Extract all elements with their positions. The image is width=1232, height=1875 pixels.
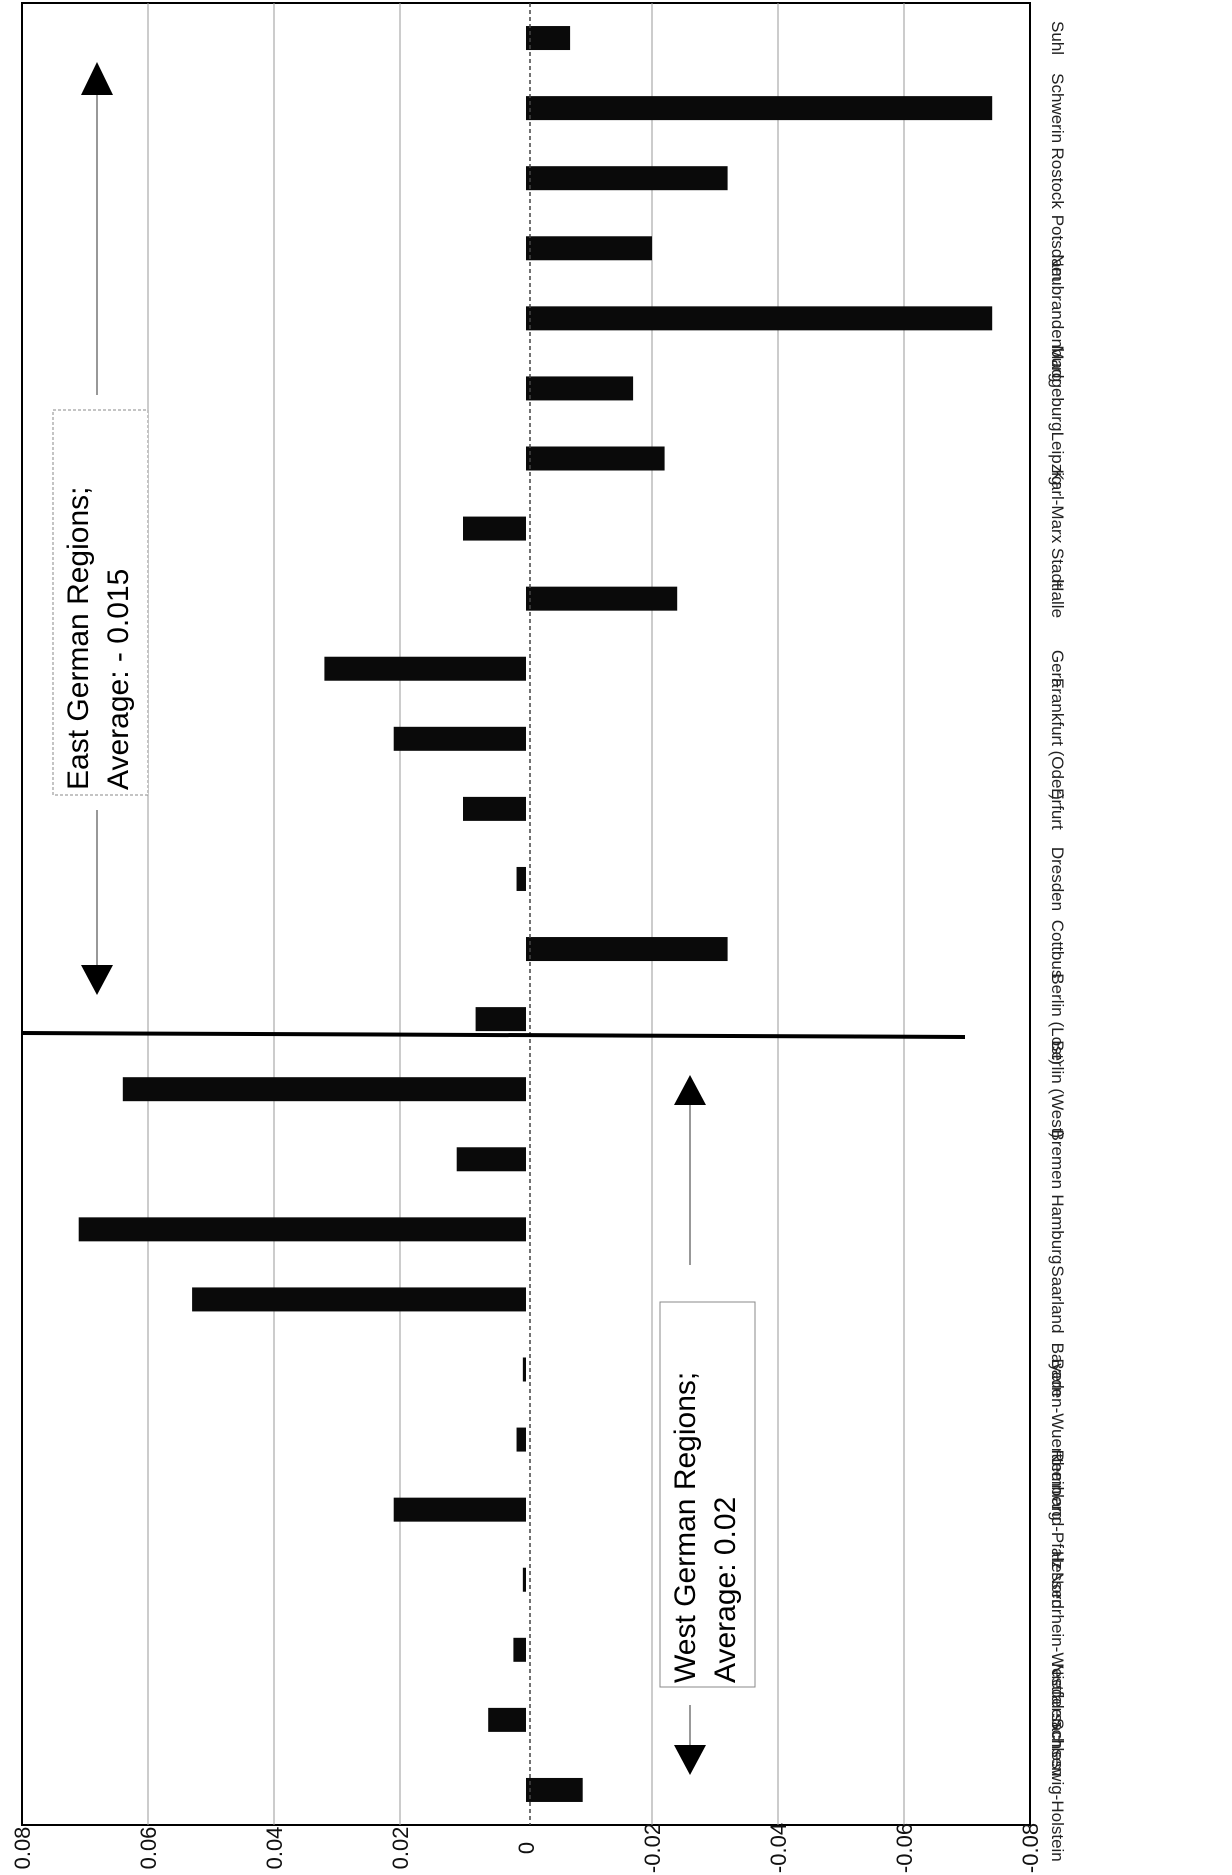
east-annotation-line1: East German Regions; xyxy=(62,487,95,790)
bar xyxy=(324,656,526,681)
category-label: Erfurt xyxy=(1048,788,1067,830)
category-label: Gera xyxy=(1048,650,1067,688)
value-tick-label: -0.06 xyxy=(892,1823,917,1873)
bar xyxy=(192,1287,526,1312)
bar xyxy=(516,866,526,891)
bar xyxy=(393,1497,526,1522)
bar xyxy=(526,937,728,962)
category-label: Rheinland-Pfalz xyxy=(1048,1450,1067,1570)
value-tick-label: -0.08 xyxy=(1018,1823,1043,1873)
bar xyxy=(526,26,571,51)
category-label: Saarland xyxy=(1048,1265,1067,1333)
bar xyxy=(456,1147,526,1172)
gridlines xyxy=(147,3,905,1825)
category-label: Bremen xyxy=(1048,1130,1067,1190)
bar xyxy=(513,1637,526,1662)
bar xyxy=(526,96,993,121)
bar xyxy=(526,586,678,611)
bar xyxy=(526,1777,583,1802)
bar xyxy=(522,1567,526,1592)
bar xyxy=(78,1217,526,1242)
plot-frame xyxy=(21,2,1031,1826)
bar xyxy=(516,1427,526,1452)
west-arrow-down-icon xyxy=(674,1745,706,1775)
category-label: Neubrandenburg xyxy=(1048,255,1067,383)
category-label: Berlin (Lost) xyxy=(1048,973,1067,1065)
category-label: Potsdam xyxy=(1048,215,1067,282)
category-label: Rostock xyxy=(1048,147,1067,209)
bar xyxy=(463,516,526,541)
bar xyxy=(122,1077,527,1102)
value-tick-label: 0 xyxy=(514,1842,539,1854)
west-annotation-line2: Average: 0.02 xyxy=(709,1497,742,1683)
category-label: Nordrhein-Westfalen xyxy=(1048,1572,1067,1728)
category-label: Berlin (West) xyxy=(1048,1040,1067,1138)
category-label: Hamburg xyxy=(1048,1194,1067,1264)
category-label: Suhl xyxy=(1048,21,1067,55)
category-label: Schwerin xyxy=(1048,73,1067,143)
category-label: Cottbus xyxy=(1048,920,1067,979)
bar xyxy=(526,166,728,191)
east-annotation: East German Regions; Average: - 0.015 xyxy=(52,62,149,995)
category-label: Dresden xyxy=(1048,847,1067,911)
category-label: Frankfurt (Oder) xyxy=(1048,678,1067,800)
east-annotation-box xyxy=(52,409,149,796)
bar xyxy=(463,796,526,821)
east-annotation-line2: Average: - 0.015 xyxy=(102,569,135,790)
value-tick-label: 0.08 xyxy=(10,1827,35,1870)
east-arrow-down-icon xyxy=(81,965,113,995)
category-label: Baden-Wuerttemberg xyxy=(1048,1358,1067,1520)
bars xyxy=(78,26,993,1802)
value-tick-label: 0.06 xyxy=(136,1827,161,1870)
value-tick-label: 0.04 xyxy=(262,1827,287,1870)
category-label: Schleswig-Holstein xyxy=(1048,1718,1067,1862)
bar xyxy=(475,1007,526,1032)
category-label: Halle xyxy=(1048,579,1067,618)
category-labels: Schleswig-HolsteinNiedersachsenNordrhein… xyxy=(1048,21,1067,1862)
value-tick-label: -0.02 xyxy=(640,1823,665,1873)
west-annotation-line1: West German Regions; xyxy=(669,1372,702,1683)
west-arrow-up-icon xyxy=(674,1075,706,1105)
category-label: Niedersachsen xyxy=(1048,1663,1067,1776)
bar xyxy=(526,236,652,261)
category-label: Hessen xyxy=(1048,1551,1067,1609)
value-tick-label: 0.02 xyxy=(388,1827,413,1870)
bar xyxy=(526,446,665,471)
west-annotation: West German Regions; Average: 0.02 xyxy=(659,1075,756,1775)
bar xyxy=(522,1357,526,1382)
category-label: Leipzig xyxy=(1048,432,1067,486)
category-label: Karl-Marx Stadt xyxy=(1048,470,1067,588)
value-tick-labels: 0.08 0.06 0.04 0.02 0 -0.02 -0.04 -0.06 -0.08 xyxy=(10,1823,1043,1873)
bar xyxy=(488,1707,526,1732)
bar xyxy=(393,726,526,751)
value-tick-label: -0.04 xyxy=(766,1823,791,1873)
bar xyxy=(526,306,993,331)
bar xyxy=(526,376,634,401)
west-annotation-box xyxy=(659,1301,756,1688)
east-arrow-up-icon xyxy=(81,62,113,95)
east-west-divider xyxy=(21,1031,966,1039)
category-label: Madgeburg xyxy=(1048,345,1067,431)
category-label: Bayern xyxy=(1048,1343,1067,1397)
